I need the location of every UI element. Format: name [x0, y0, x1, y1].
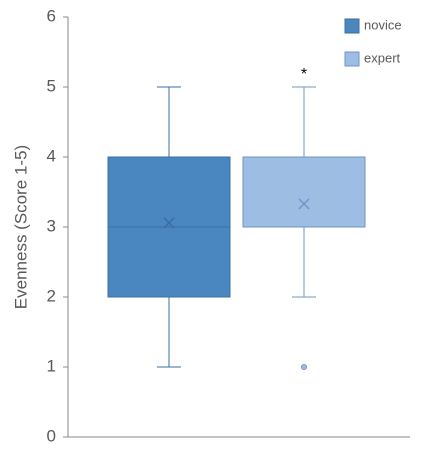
box [242, 156, 366, 228]
mean-marker [298, 198, 310, 210]
legend-swatch [344, 51, 360, 67]
y-tick-label: 4 [47, 146, 56, 165]
legend-label: expert [364, 50, 401, 65]
y-tick-label: 5 [47, 76, 56, 95]
annotation: * [301, 66, 307, 83]
y-axis-label: Evenness (Score 1-5) [11, 145, 30, 309]
legend-swatch [344, 18, 360, 34]
legend-label: novice [364, 17, 402, 32]
y-tick-label: 1 [47, 356, 56, 375]
outlier [301, 364, 307, 370]
y-tick-label: 0 [47, 426, 56, 445]
mean-marker [163, 217, 175, 229]
y-tick-label: 6 [47, 6, 56, 25]
y-tick-label: 2 [47, 286, 56, 305]
y-tick-label: 3 [47, 216, 56, 235]
